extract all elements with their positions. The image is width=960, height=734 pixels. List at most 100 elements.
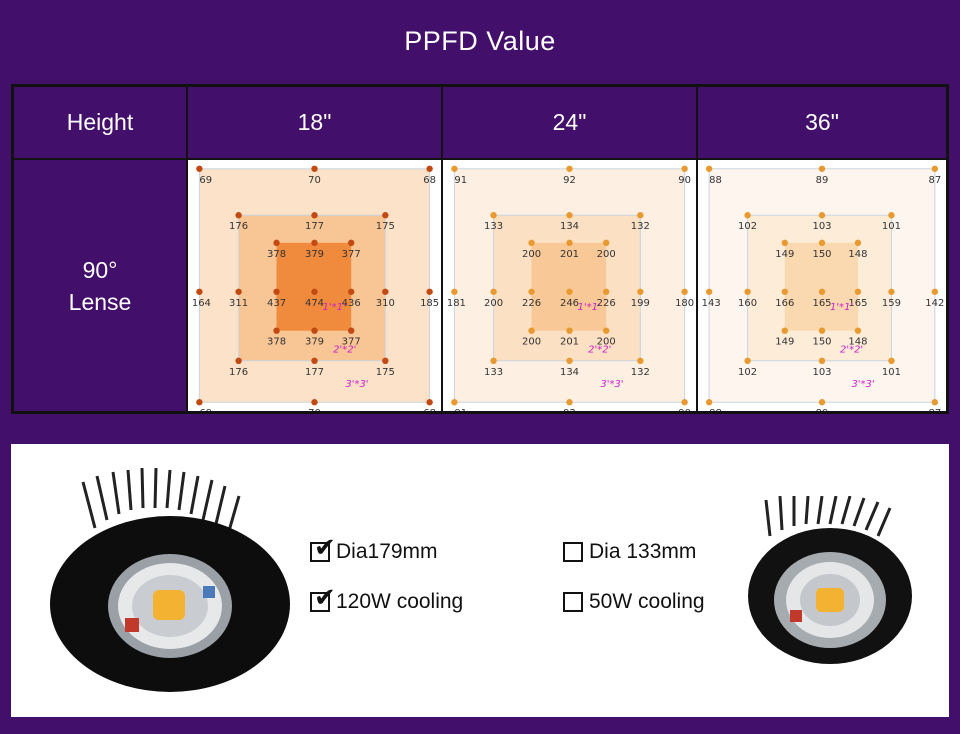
measure-point <box>566 288 573 295</box>
checkmark-icon: ✔ <box>314 532 336 562</box>
option-label: Dia 133mm <box>589 540 697 563</box>
ring-label-2x2: 2'*2' <box>333 345 356 356</box>
measure-point <box>781 327 788 334</box>
measure-point <box>311 239 318 247</box>
ppfd-value: 148 <box>848 337 867 348</box>
option-dia179[interactable]: ✔ Dia179mm <box>310 534 438 564</box>
ppfd-value: 159 <box>882 298 901 309</box>
ppfd-value: 200 <box>522 249 541 260</box>
measure-point <box>566 357 573 364</box>
measure-point <box>347 327 355 334</box>
ppfd-value: 246 <box>560 298 579 309</box>
ppfd-value: 160 <box>738 298 757 309</box>
ppfd-value: 150 <box>812 337 831 348</box>
ppfd-table: Height 18" 24" 36" 90° Lense 69 70 68 176 17… <box>11 84 949 414</box>
ppfd-value: 200 <box>522 337 541 348</box>
ppfd-value: 88 <box>709 175 722 186</box>
measure-point <box>311 399 318 406</box>
measure-point <box>566 399 573 406</box>
ppfd-value: 226 <box>597 298 616 309</box>
measure-point <box>888 212 895 219</box>
measure-point <box>382 288 389 295</box>
ring-label-1x1: 1'*1' <box>578 302 601 313</box>
measure-point <box>744 288 751 295</box>
ppfd-value: 87 <box>928 408 941 411</box>
measure-point <box>931 165 939 172</box>
ppfd-value: 165 <box>848 298 867 309</box>
ppfd-value: 132 <box>631 221 650 232</box>
measure-point <box>347 239 355 247</box>
measure-point <box>273 239 280 247</box>
ring-label-3x3: 3'*3' <box>851 379 874 390</box>
ppfd-value: 68 <box>423 408 436 411</box>
ppfd-map-36: 88 89 87 102 103 101 149 150 148 143 160 166 165 165 1… <box>697 159 947 412</box>
option-50w-cooling[interactable]: 50W cooling <box>563 590 705 614</box>
ring-label-3x3: 3'*3' <box>345 379 368 390</box>
checkmark-icon: ✔ <box>314 582 336 612</box>
ring-1ft <box>784 242 858 331</box>
ppfd-value: 378 <box>267 337 286 348</box>
ppfd-value: 133 <box>484 367 503 378</box>
column-header-label: 36" <box>805 109 839 135</box>
measure-point <box>602 327 610 334</box>
ppfd-value: 201 <box>560 249 579 260</box>
ppfd-value: 89 <box>816 408 829 411</box>
ppfd-value: 70 <box>308 408 321 411</box>
measure-point <box>426 165 433 172</box>
ppfd-value: 134 <box>560 221 579 232</box>
measure-point <box>382 357 389 364</box>
measure-point <box>818 212 826 219</box>
measure-point <box>931 288 939 295</box>
measure-point <box>426 288 433 295</box>
product-options-panel: ✔ Dia179mm ✔ 120W cooling Dia 133mm 50W … <box>11 444 949 717</box>
ppfd-value: 180 <box>675 298 694 309</box>
ppfd-value: 149 <box>775 337 794 348</box>
measure-point <box>196 288 203 295</box>
measure-point <box>681 288 688 295</box>
ppfd-value: 181 <box>447 298 466 309</box>
ppfd-value: 166 <box>775 298 794 309</box>
measure-point <box>854 239 862 247</box>
measure-point <box>528 327 535 334</box>
measure-point <box>490 212 497 219</box>
height-header-label: Height <box>66 109 134 135</box>
ppfd-value: 102 <box>738 367 757 378</box>
ppfd-value: 185 <box>420 298 439 309</box>
measure-point <box>781 239 788 247</box>
measure-point <box>602 288 610 295</box>
ppfd-value: 200 <box>484 298 503 309</box>
dia179-checkbox[interactable]: ✔ <box>310 534 336 562</box>
dia133-checkbox[interactable] <box>563 542 583 562</box>
ppfd-map-24: 91 92 90 133 134 132 200 201 200 181 200 226 246 226 1… <box>442 159 697 412</box>
ppfd-value: 310 <box>376 298 395 309</box>
ppfd-value: 90 <box>678 175 691 186</box>
ppfd-value: 90 <box>678 408 691 411</box>
ppfd-value: 226 <box>522 298 541 309</box>
ppfd-value: 68 <box>423 175 436 186</box>
ppfd-value: 89 <box>816 175 829 186</box>
measure-point <box>566 212 573 219</box>
measure-point <box>818 357 826 364</box>
ppfd-value: 150 <box>812 249 831 260</box>
measure-point <box>382 212 389 219</box>
ppfd-value: 92 <box>563 175 576 186</box>
measure-point <box>931 399 939 406</box>
ppfd-value: 311 <box>229 298 248 309</box>
ppfd-value: 201 <box>560 337 579 348</box>
measure-point <box>566 327 573 334</box>
ring-1ft <box>276 242 352 331</box>
measure-point <box>528 288 535 295</box>
measure-point <box>451 165 458 172</box>
measure-point <box>273 327 280 334</box>
measure-point <box>566 165 573 172</box>
measure-point <box>311 327 318 334</box>
measure-point <box>235 357 242 364</box>
column-header-18: 18" <box>187 86 442 159</box>
option-dia133[interactable]: Dia 133mm <box>563 540 696 564</box>
measure-point <box>566 239 573 247</box>
120w-cooling-checkbox[interactable]: ✔ <box>310 584 336 612</box>
measure-point <box>744 357 751 364</box>
option-120w-cooling[interactable]: ✔ 120W cooling <box>310 584 463 614</box>
measure-point <box>818 327 826 334</box>
50w-cooling-checkbox[interactable] <box>563 592 583 612</box>
